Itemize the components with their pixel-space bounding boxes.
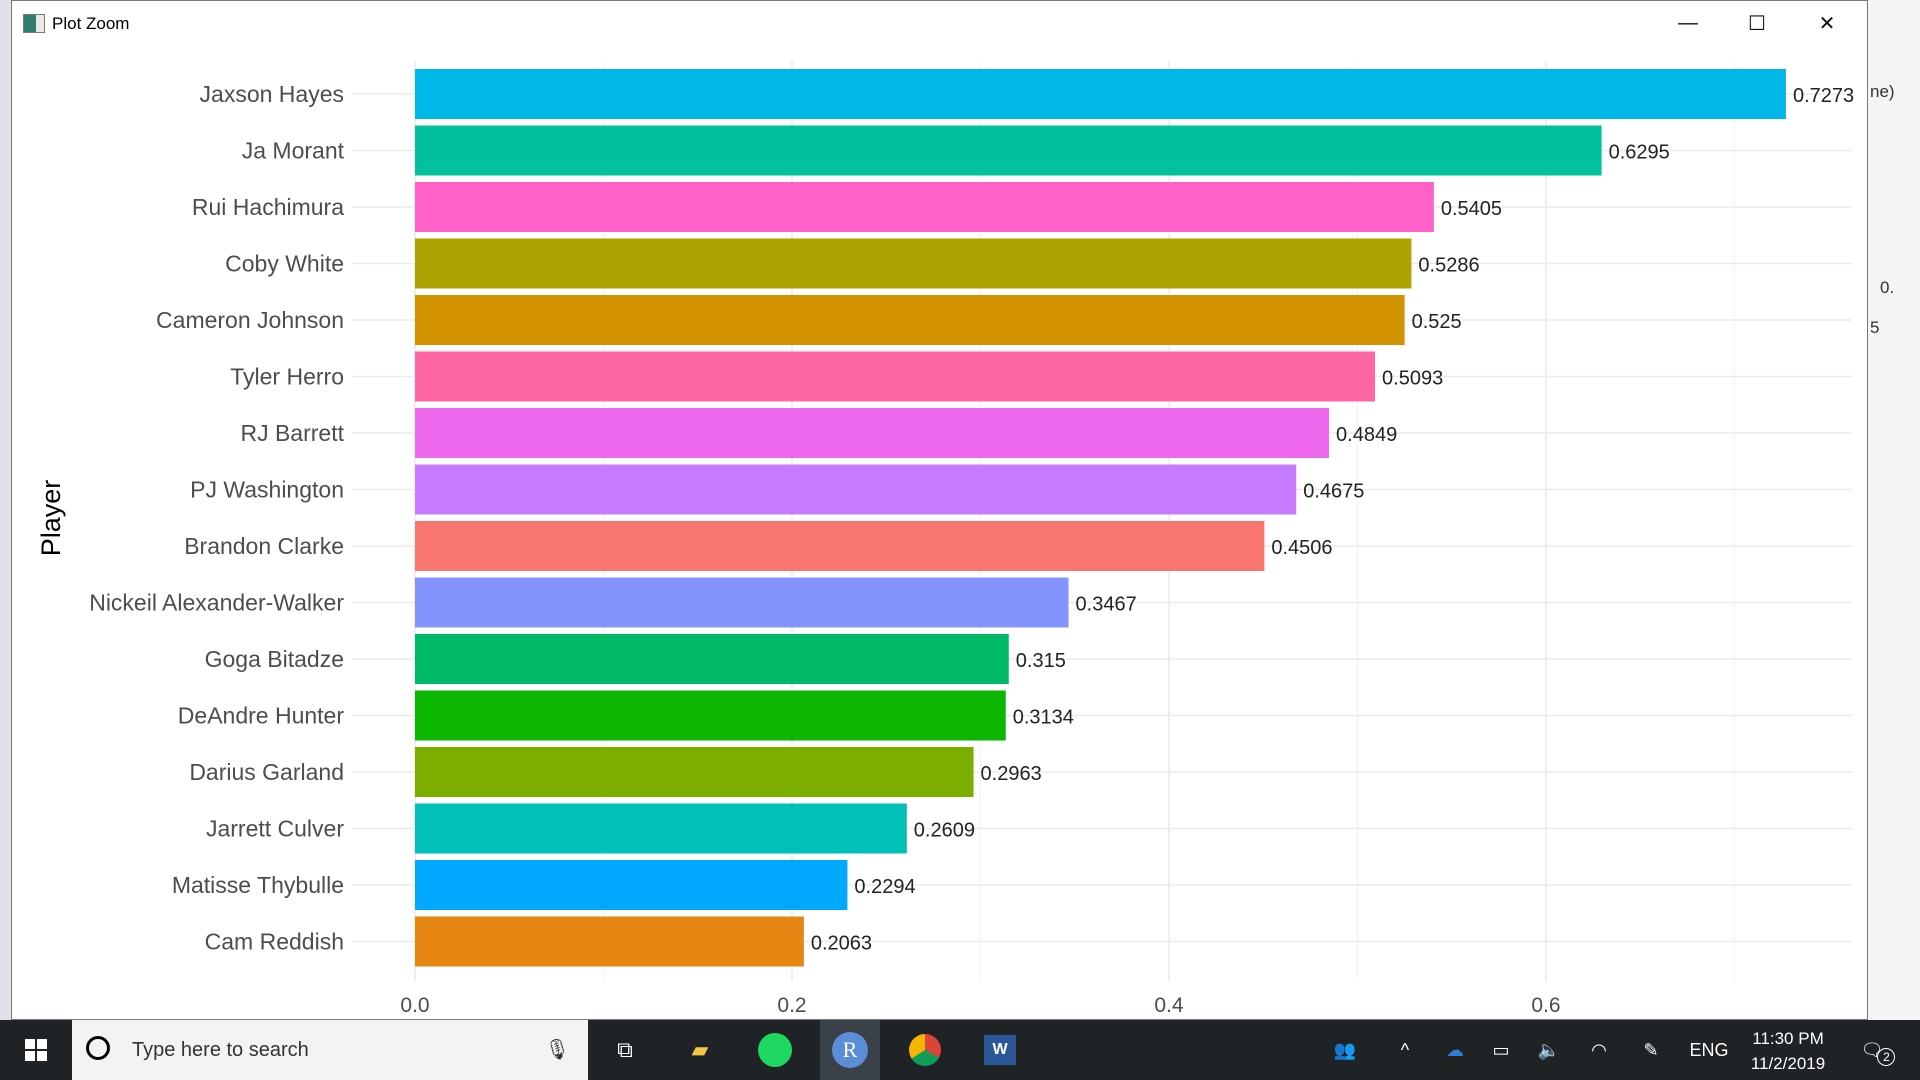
language-indicator[interactable]: ENG	[1689, 1039, 1729, 1060]
data-label: 0.4506	[1271, 537, 1332, 559]
r-icon[interactable]: R	[820, 1020, 880, 1080]
windows-icon	[25, 1039, 47, 1061]
data-label: 0.525	[1412, 311, 1462, 333]
title-bar[interactable]: Plot Zoom — ☐ ✕	[12, 1, 1867, 46]
people-icon[interactable]: 👥	[1333, 1039, 1357, 1060]
plot-window-icon	[23, 14, 45, 33]
bar	[415, 577, 1069, 628]
x-tick-label: 0.0	[400, 994, 429, 1017]
y-tick-label: DeAndre Hunter	[178, 703, 345, 729]
notifications-button[interactable]: 🗨 2	[1858, 1020, 1898, 1080]
minimize-button[interactable]: —	[1678, 12, 1698, 34]
windows-start-button[interactable]	[0, 1020, 72, 1080]
bar	[415, 860, 848, 910]
clock[interactable]: 11:30 PM 11/2/2019	[1740, 1026, 1836, 1076]
data-label: 0.2294	[854, 876, 915, 898]
data-label: 0.2063	[811, 933, 872, 955]
y-tick-label: Rui Hachimura	[192, 194, 344, 220]
y-tick-label: Coby White	[225, 251, 344, 277]
microphone-icon[interactable]: 🎙	[544, 1039, 570, 1061]
data-label: 0.5286	[1418, 255, 1479, 277]
y-tick-label: Cameron Johnson	[156, 307, 344, 333]
bar	[415, 182, 1434, 232]
bar	[415, 351, 1376, 402]
data-label: 0.4675	[1303, 481, 1364, 503]
bar	[415, 125, 1602, 176]
pen-icon[interactable]: ✎	[1643, 1039, 1659, 1060]
data-label: 0.2963	[981, 763, 1042, 785]
bg-fragment: ne)	[1870, 82, 1895, 101]
x-tick-label: 0.6	[1531, 994, 1560, 1017]
data-label: 0.6295	[1609, 142, 1670, 164]
bar	[415, 747, 974, 797]
volume-icon[interactable]: 🔈	[1537, 1039, 1561, 1060]
y-tick-label: Jarrett Culver	[206, 816, 344, 842]
data-label: 0.7273	[1793, 85, 1854, 107]
search-placeholder: Type here to search	[132, 1039, 309, 1061]
bg-fragment: 5	[1870, 318, 1880, 337]
y-tick-label: RJ Barrett	[240, 420, 344, 446]
date: 11/2/2019	[1750, 1054, 1826, 1073]
cortana-icon	[86, 1036, 110, 1060]
maximize-button[interactable]: ☐	[1748, 13, 1766, 35]
file-explorer-icon[interactable]: ▰	[691, 1037, 709, 1062]
notification-count: 2	[1877, 1048, 1896, 1066]
bar	[415, 408, 1330, 458]
y-tick-label: Jaxson Hayes	[200, 81, 344, 107]
data-label: 0.5093	[1382, 368, 1443, 390]
bar	[415, 295, 1405, 345]
x-tick-label: 0.2	[777, 994, 806, 1017]
bar	[415, 690, 1006, 741]
battery-icon[interactable]: ▭	[1492, 1039, 1510, 1060]
spotify-icon[interactable]	[745, 1020, 805, 1080]
y-tick-label: Tyler Herro	[230, 364, 344, 390]
taskbar-search[interactable]: Type here to search 🎙	[72, 1020, 588, 1080]
data-label: 0.315	[1016, 650, 1066, 672]
wifi-icon[interactable]: ◠	[1591, 1039, 1607, 1060]
y-axis-label: Player	[36, 480, 66, 557]
bar	[415, 634, 1009, 684]
y-tick-label: Darius Garland	[189, 759, 344, 785]
plot-zoom-window: Plot Zoom — ☐ ✕ 0.0 0.2 0.4 0.6 Jaxson Hayes…	[11, 0, 1868, 1020]
bar	[415, 803, 907, 854]
data-label: 0.2609	[914, 820, 975, 842]
bar	[415, 238, 1412, 289]
task-view-icon[interactable]: ⧉	[617, 1037, 633, 1062]
y-tick-label: Brandon Clarke	[184, 533, 344, 559]
data-label: 0.4849	[1336, 424, 1397, 446]
bar-chart: 0.0 0.2 0.4 0.6 Jaxson Hayes 0.7273 Ja Morant 0…	[36, 61, 1854, 1017]
bg-fragment: 0.	[1880, 278, 1895, 297]
y-tick-label: Cam Reddish	[205, 929, 344, 955]
x-tick-label: 0.4	[1154, 994, 1184, 1017]
bar	[415, 464, 1297, 515]
y-tick-label: PJ Washington	[190, 477, 344, 503]
bar	[415, 521, 1265, 571]
data-label: 0.3134	[1013, 707, 1074, 729]
close-button[interactable]: ✕	[1818, 13, 1836, 35]
word-icon[interactable]: W	[970, 1020, 1030, 1080]
y-tick-label: Matisse Thybulle	[172, 872, 344, 898]
window-title: Plot Zoom	[52, 14, 130, 33]
data-label: 0.5405	[1441, 198, 1502, 220]
bar	[415, 69, 1786, 119]
y-tick-label: Goga Bitadze	[205, 646, 344, 672]
y-tick-label: Ja Morant	[242, 138, 345, 164]
chevron-up-icon[interactable]: ^	[1400, 1039, 1410, 1060]
background-app: ne) 0. 5	[1868, 0, 1920, 1020]
data-label: 0.3467	[1076, 594, 1137, 616]
bar	[415, 916, 804, 967]
onedrive-icon[interactable]: ☁	[1446, 1039, 1464, 1060]
y-tick-label: Nickeil Alexander-Walker	[89, 590, 344, 616]
time: 11:30 PM	[1752, 1029, 1824, 1048]
taskbar: Type here to search 🎙 ⧉ ▰ R W 👥 ^ ☁ ▭ 🔈 …	[0, 1020, 1920, 1080]
chrome-icon[interactable]	[895, 1020, 955, 1080]
